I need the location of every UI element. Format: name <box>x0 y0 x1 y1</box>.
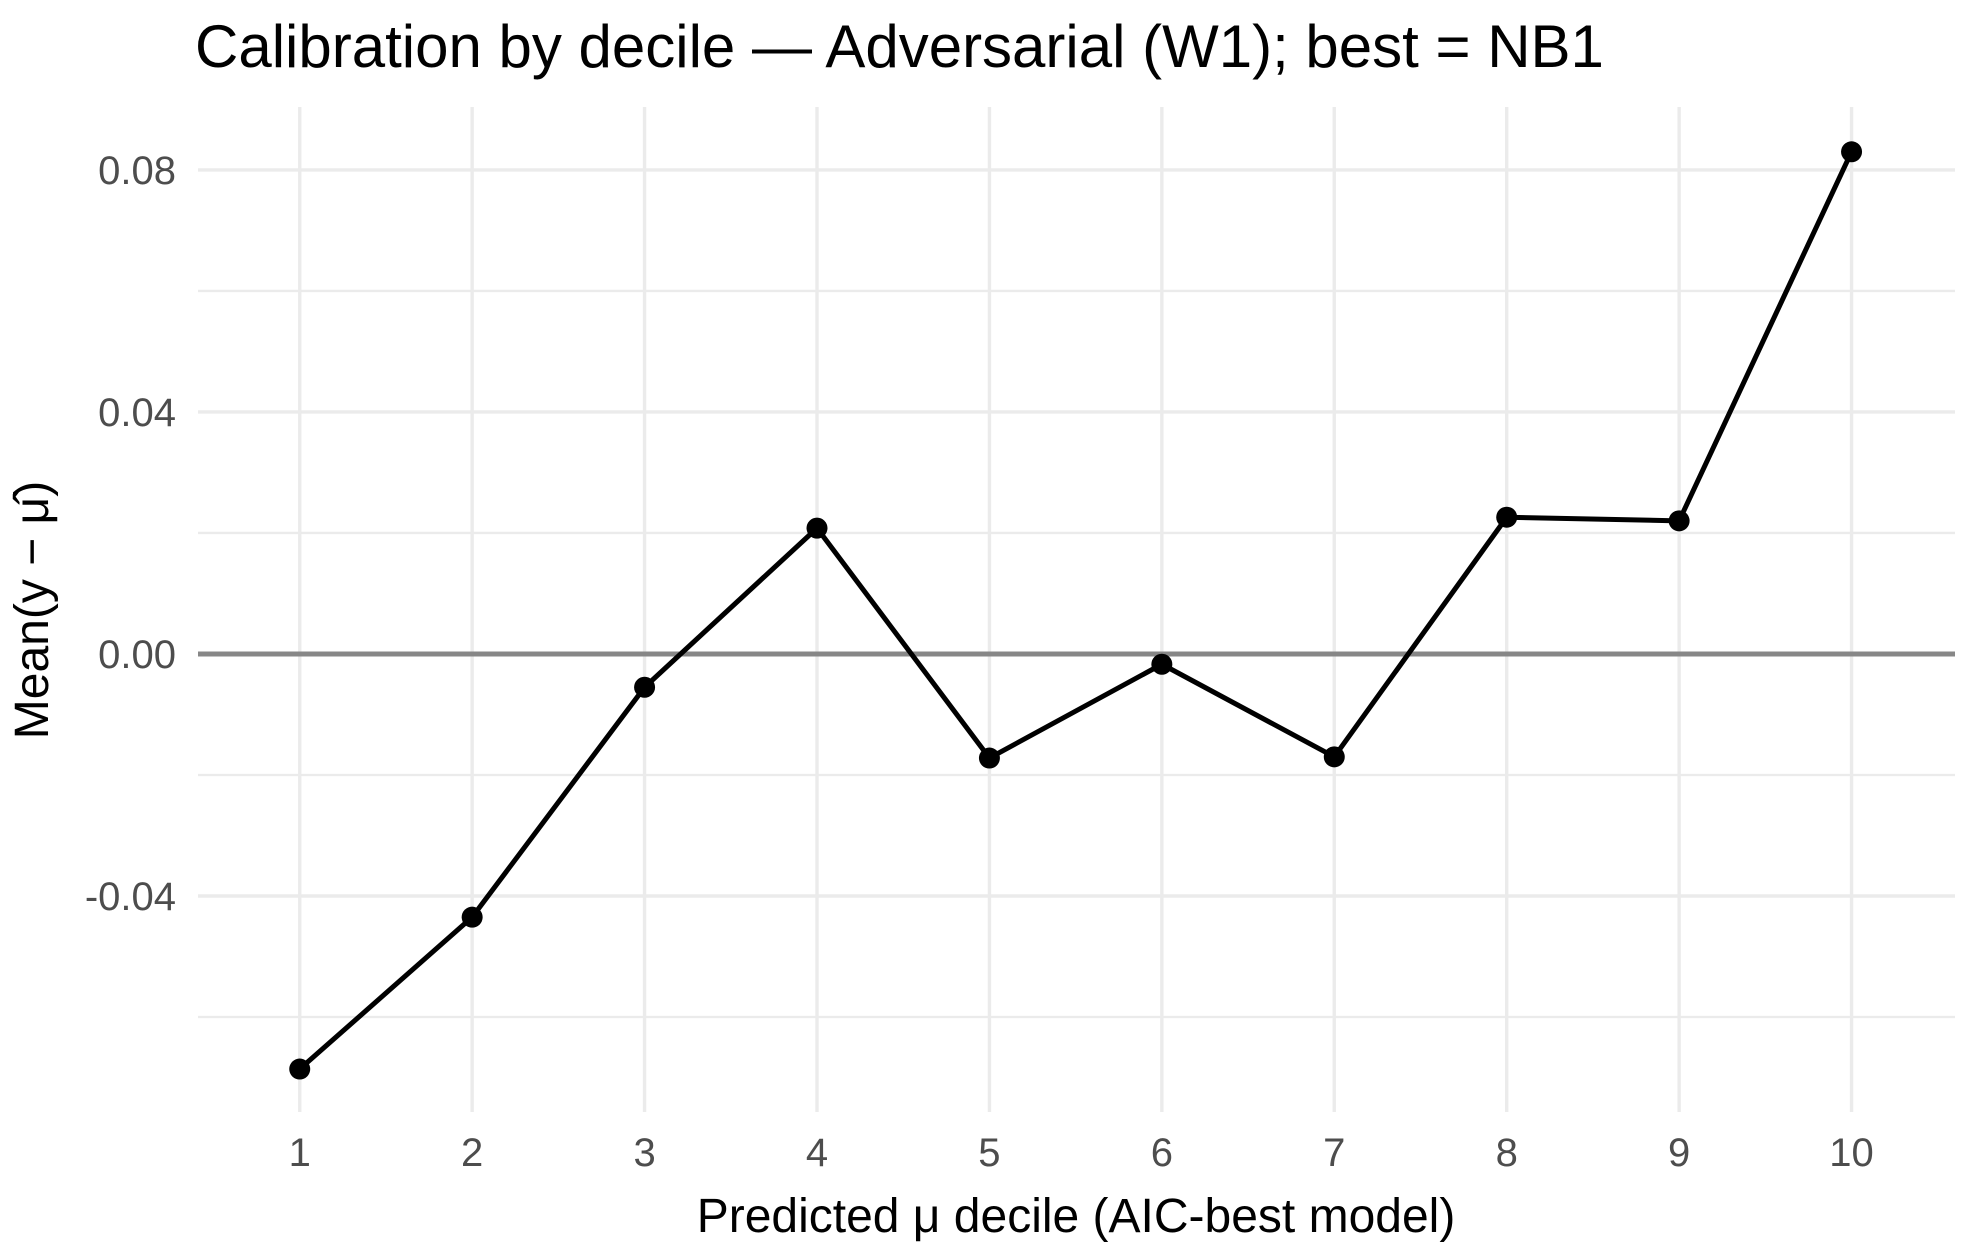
y-tick-labels: 0.08 0.04 0.00 -0.04 <box>85 149 176 919</box>
y-tick-label: 0.04 <box>98 391 176 435</box>
data-point <box>1323 746 1345 768</box>
x-tick-label: 3 <box>633 1131 655 1175</box>
y-axis-title: Mean(y − μ̂) <box>6 481 59 739</box>
x-tick-label: 4 <box>806 1131 828 1175</box>
data-point <box>806 517 828 539</box>
x-tick-label: 6 <box>1151 1131 1173 1175</box>
data-point <box>1841 141 1863 163</box>
x-tick-label: 1 <box>289 1131 311 1175</box>
x-tick-label: 5 <box>978 1131 1000 1175</box>
chart-title: Calibration by decile — Adversarial (W1)… <box>195 13 1604 80</box>
y-tick-label: 0.00 <box>98 633 176 677</box>
data-series-group <box>289 141 1863 1080</box>
y-tick-label: 0.08 <box>98 149 176 193</box>
data-point <box>289 1058 311 1080</box>
minor-gridlines <box>198 289 1955 1019</box>
data-point <box>1151 653 1173 675</box>
x-tick-label: 9 <box>1668 1131 1690 1175</box>
data-point <box>461 906 483 928</box>
x-tick-label: 2 <box>461 1131 483 1175</box>
x-tick-label: 7 <box>1323 1131 1345 1175</box>
data-point <box>634 676 656 698</box>
data-point <box>1496 506 1518 528</box>
x-axis-title: Predicted μ decile (AIC-best model) <box>697 1190 1456 1243</box>
x-tick-label: 10 <box>1829 1131 1874 1175</box>
data-point <box>1668 510 1690 532</box>
x-tick-label: 8 <box>1496 1131 1518 1175</box>
x-tick-labels: 1 2 3 4 5 6 7 8 9 10 <box>289 1131 1874 1175</box>
data-point <box>978 747 1000 769</box>
x-gridlines <box>298 107 1854 1112</box>
y-tick-label: -0.04 <box>85 875 176 919</box>
series-line <box>297 149 1855 1072</box>
